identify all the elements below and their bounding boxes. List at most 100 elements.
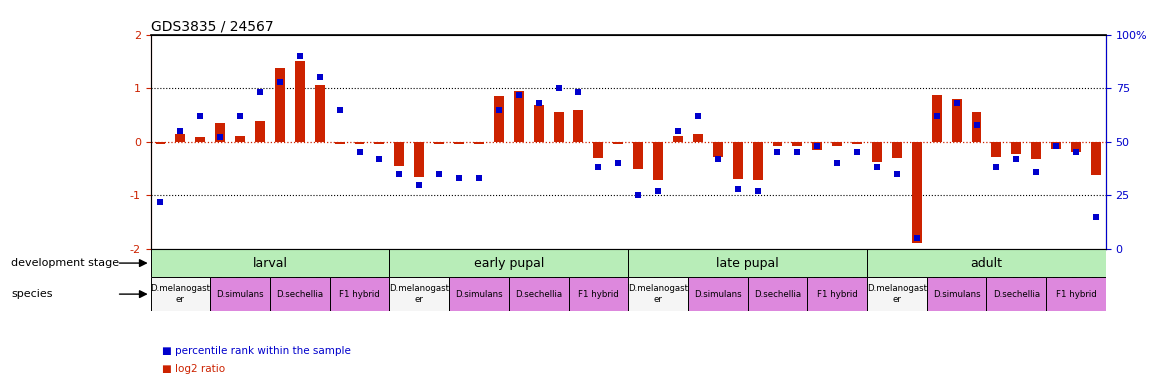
Point xyxy=(251,89,270,96)
Bar xyxy=(235,136,245,142)
Bar xyxy=(175,134,185,142)
Text: ■ percentile rank within the sample: ■ percentile rank within the sample xyxy=(162,346,351,356)
Bar xyxy=(534,105,543,142)
Bar xyxy=(554,112,564,142)
Bar xyxy=(911,142,922,243)
Bar xyxy=(1046,277,1106,311)
Point xyxy=(748,188,767,194)
Bar xyxy=(474,142,484,144)
Point xyxy=(709,156,727,162)
Text: D.melanogast
er: D.melanogast er xyxy=(389,285,449,304)
Point xyxy=(271,79,290,85)
Bar xyxy=(833,142,842,146)
Point xyxy=(510,91,528,98)
Point xyxy=(768,149,786,156)
Text: F1 hybrid: F1 hybrid xyxy=(816,290,858,299)
Bar xyxy=(211,277,270,311)
Text: D.simulans: D.simulans xyxy=(694,290,741,299)
Text: GDS3835 / 24567: GDS3835 / 24567 xyxy=(151,20,273,33)
Bar xyxy=(792,142,802,146)
Bar xyxy=(987,277,1046,311)
Bar xyxy=(573,109,584,142)
Point xyxy=(230,113,249,119)
Point xyxy=(350,149,368,156)
Point xyxy=(310,74,329,81)
Point xyxy=(828,160,846,166)
Text: late pupal: late pupal xyxy=(717,257,779,270)
Point xyxy=(1027,169,1046,175)
Text: F1 hybrid: F1 hybrid xyxy=(1056,290,1097,299)
Bar xyxy=(867,249,1106,277)
Point xyxy=(570,89,588,96)
Bar xyxy=(1071,142,1082,152)
Bar xyxy=(374,142,384,144)
Text: D.melanogast
er: D.melanogast er xyxy=(867,285,926,304)
Bar xyxy=(330,277,389,311)
Point xyxy=(609,160,628,166)
Point xyxy=(1007,156,1026,162)
Point xyxy=(908,235,926,241)
Point xyxy=(291,53,309,59)
Point xyxy=(529,100,548,106)
Text: D.melanogast
er: D.melanogast er xyxy=(628,285,688,304)
Bar xyxy=(593,142,603,158)
Bar xyxy=(270,277,330,311)
Point xyxy=(648,188,667,194)
Text: adult: adult xyxy=(970,257,1003,270)
Point xyxy=(211,134,229,141)
Point xyxy=(330,106,349,113)
Point xyxy=(430,171,448,177)
Point xyxy=(668,128,687,134)
Point xyxy=(987,164,1005,170)
Bar xyxy=(569,277,628,311)
Point xyxy=(848,149,866,156)
Bar xyxy=(688,277,748,311)
Bar xyxy=(628,277,688,311)
Bar xyxy=(151,277,211,311)
Bar xyxy=(295,61,305,142)
Point xyxy=(888,171,907,177)
Point xyxy=(947,100,966,106)
Bar xyxy=(633,142,643,169)
Bar xyxy=(812,142,822,150)
Bar xyxy=(335,142,345,144)
Point xyxy=(629,192,647,199)
Bar xyxy=(772,142,783,146)
Point xyxy=(410,182,428,188)
Point xyxy=(728,186,747,192)
Text: D.sechellia: D.sechellia xyxy=(754,290,801,299)
Point xyxy=(1067,149,1085,156)
Text: D.melanogast
er: D.melanogast er xyxy=(151,285,211,304)
Bar xyxy=(434,142,445,144)
Text: D.sechellia: D.sechellia xyxy=(992,290,1040,299)
Bar xyxy=(514,91,523,142)
Bar xyxy=(1011,142,1021,154)
Bar xyxy=(753,142,763,180)
Bar xyxy=(673,136,683,142)
Point xyxy=(867,164,886,170)
Bar xyxy=(155,142,166,144)
Text: D.simulans: D.simulans xyxy=(933,290,981,299)
Point xyxy=(449,175,468,181)
Bar xyxy=(932,94,941,142)
Bar xyxy=(415,142,424,177)
Text: F1 hybrid: F1 hybrid xyxy=(339,290,380,299)
Text: early pupal: early pupal xyxy=(474,257,544,270)
Point xyxy=(171,128,190,134)
Point xyxy=(152,199,170,205)
Bar xyxy=(389,249,628,277)
Text: species: species xyxy=(12,289,53,299)
Bar xyxy=(653,142,664,180)
Bar xyxy=(1032,142,1041,159)
Text: D.simulans: D.simulans xyxy=(217,290,264,299)
Bar xyxy=(151,249,389,277)
Bar xyxy=(395,142,404,166)
Point xyxy=(549,85,567,91)
Bar xyxy=(614,142,623,144)
Point xyxy=(589,164,608,170)
Bar xyxy=(215,123,225,142)
Bar xyxy=(991,142,1002,157)
Bar xyxy=(493,96,504,142)
Bar xyxy=(972,112,982,142)
Point xyxy=(191,113,210,119)
